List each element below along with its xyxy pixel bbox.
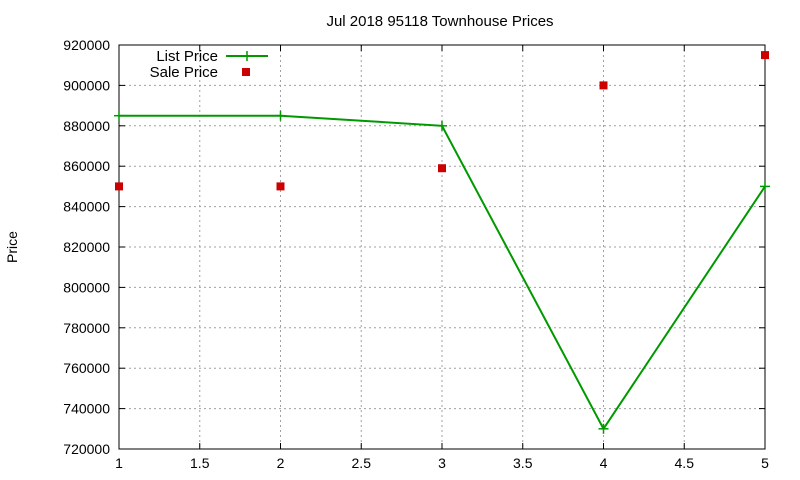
x-tick-label: 3 [438, 455, 446, 471]
y-tick-label: 860000 [63, 158, 110, 174]
data-point-sale-price [599, 81, 608, 90]
data-point-sale-price [276, 182, 285, 191]
data-point-sale-price [115, 182, 123, 191]
x-tick-label: 1 [115, 455, 123, 471]
data-point-list-price [275, 110, 286, 121]
y-tick-label: 740000 [63, 401, 110, 417]
y-tick-label: 880000 [63, 118, 110, 134]
y-tick-label: 760000 [63, 360, 110, 376]
grid [119, 45, 765, 449]
y-tick-label: 780000 [63, 320, 110, 336]
y-tick-label: 920000 [63, 37, 110, 53]
x-tick-label: 4 [600, 455, 608, 471]
x-tick-label: 1.5 [190, 455, 210, 471]
x-tick-label: 2.5 [352, 455, 372, 471]
x-tick-label: 4.5 [675, 455, 695, 471]
x-tick-label: 3.5 [513, 455, 533, 471]
x-tick-label: 5 [761, 455, 769, 471]
y-axis-label: Price [4, 231, 20, 263]
legend-marker-list-price [242, 51, 252, 61]
legend-marker-sale-price [242, 68, 250, 76]
y-tick-label: 820000 [63, 239, 110, 255]
axes: 1 1.5 2 2.5 3 3.5 4 4.5 5 720000 740000 760000 78000… [63, 37, 769, 471]
y-tick-label: 800000 [63, 279, 110, 295]
data-point-list-price [114, 110, 124, 121]
data-point-sale-price [438, 164, 446, 173]
data-point-list-price [760, 181, 770, 192]
y-tick-label: 720000 [63, 441, 110, 457]
y-tick-label: 840000 [63, 199, 110, 215]
data-point-sale-price [761, 51, 769, 60]
series [114, 51, 770, 434]
x-tick-label: 2 [277, 455, 285, 471]
legend-label: List Price [156, 48, 218, 65]
chart-title: Jul 2018 95118 Townhouse Prices [326, 13, 553, 30]
data-point-list-price [598, 423, 609, 434]
legend-label: Sale Price [150, 64, 218, 81]
data-point-list-price [437, 120, 447, 131]
y-tick-label: 900000 [63, 77, 110, 93]
